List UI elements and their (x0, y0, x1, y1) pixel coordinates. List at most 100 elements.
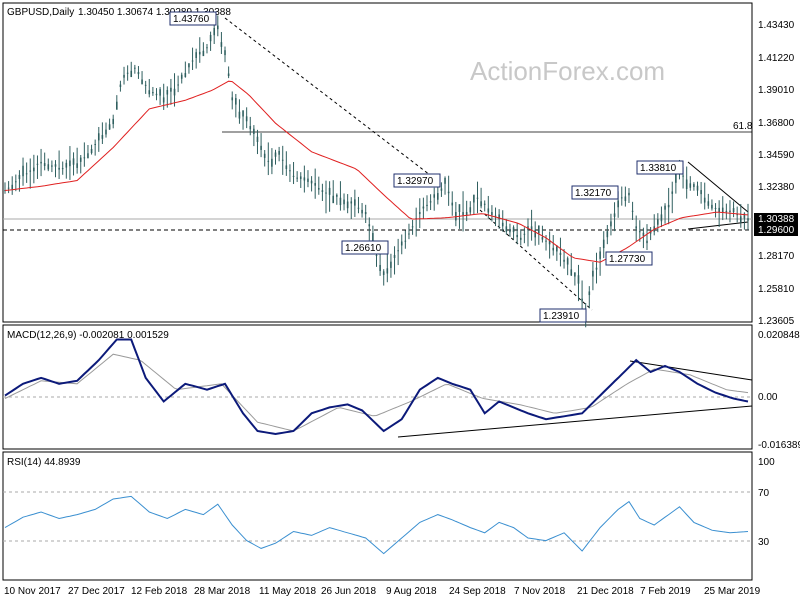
candle-body (159, 89, 161, 96)
candle-body (116, 101, 118, 110)
price-tick-4: 1.36800 (758, 118, 795, 129)
candle-body (274, 152, 277, 157)
candle-body (566, 258, 569, 265)
candle-body (739, 216, 742, 223)
candle-body (177, 84, 179, 86)
candle-body (404, 240, 407, 242)
candle-body (58, 167, 60, 170)
candle-body (595, 267, 598, 270)
price-tick-5: 1.34590 (758, 150, 795, 161)
candle-body (202, 50, 205, 57)
price-panel-frame (2, 2, 753, 323)
date-tick-7: 9 Aug 2018 (386, 586, 437, 597)
candle-body (328, 187, 331, 195)
macd-resistance-line (629, 360, 753, 381)
candle-body (314, 183, 316, 186)
price-tick-3: 1.39010 (758, 85, 795, 96)
candle-body (260, 145, 262, 150)
macd-label: MACD(12,26,9) -0.002081 0.001529 (7, 330, 169, 341)
price-tick-dashed: 1.29600 (758, 225, 795, 236)
candle-body (440, 188, 443, 191)
candle-body (747, 218, 749, 221)
candle-body (473, 194, 475, 203)
candle-body (422, 206, 425, 209)
current-price-tag (754, 213, 798, 225)
candle-body (339, 197, 342, 206)
candle-body (685, 179, 688, 189)
candle-body (552, 247, 555, 251)
swing-label-box-1 (169, 11, 217, 26)
candle-body (101, 135, 104, 139)
candle-body (693, 184, 695, 187)
candle-body (213, 27, 215, 36)
candle-body (418, 212, 421, 215)
candle-body (606, 231, 609, 238)
candle-body (624, 196, 627, 201)
candle-body (382, 271, 385, 275)
swing-label-2: 1.32970 (397, 176, 434, 187)
swing-label-box-6 (571, 185, 619, 200)
candle-body (83, 157, 86, 159)
candle-body (285, 165, 288, 169)
date-tick-1: 10 Nov 2017 (4, 586, 61, 597)
candle-body (444, 177, 446, 184)
candle-body (141, 79, 143, 85)
candle-body (191, 60, 194, 62)
symbol-label: GBPUSD,Daily (7, 7, 74, 18)
candle-body (599, 251, 601, 259)
fib-level-label: 61.8 (733, 121, 753, 132)
swing-label-box-2 (393, 173, 441, 188)
candle-body (25, 173, 28, 175)
candle-body (379, 264, 381, 272)
candle-body (451, 202, 454, 206)
candle-body (613, 213, 616, 217)
candle-body (231, 97, 234, 101)
candle-body (137, 71, 140, 75)
candle-body (170, 87, 172, 92)
candle-body (364, 212, 367, 215)
date-tick-4: 28 Mar 2018 (194, 586, 251, 597)
macd-panel-frame (2, 324, 753, 450)
candle-body (65, 162, 68, 168)
candle-body (307, 178, 309, 182)
watermark: ActionForex.com (470, 56, 665, 86)
candle-body (512, 227, 515, 233)
candle-body (152, 92, 154, 94)
price-series (4, 15, 749, 328)
candle-body (188, 63, 190, 68)
candle-body (198, 51, 201, 55)
candle-body (292, 175, 295, 177)
candle-body (242, 110, 244, 117)
candle-body (671, 191, 674, 194)
candle-body (534, 229, 536, 238)
candle-body (487, 208, 490, 213)
candle-body (289, 170, 291, 172)
date-tick-11: 7 Feb 2019 (640, 586, 691, 597)
ohlc-label: 1.30450 1.30674 1.30289 1.30388 (78, 7, 231, 18)
macd-line (4, 338, 749, 436)
swing-label-box-4 (539, 308, 587, 323)
price-tick-9: 1.28170 (758, 251, 795, 262)
candle-body (105, 129, 107, 135)
candle-body (36, 163, 39, 165)
candle-body (426, 204, 428, 207)
time-axis: 10 Nov 2017 27 Dec 2017 12 Feb 2018 28 M… (4, 586, 761, 597)
candle-body (707, 201, 710, 206)
candle-body (729, 210, 731, 213)
swing-label-7: 1.33810 (640, 163, 677, 174)
candle-body (162, 97, 165, 103)
candle-body (18, 174, 21, 180)
downtrend-dashed-line (224, 17, 431, 176)
candle-body (144, 84, 147, 86)
candle-body (29, 170, 32, 172)
candle-body (123, 74, 125, 78)
candle-body (155, 93, 158, 96)
candle-body (646, 240, 648, 244)
swing-label-4: 1.23910 (543, 311, 580, 322)
candle-body (465, 212, 468, 216)
candle-body (610, 221, 612, 227)
candle-body (368, 224, 371, 227)
candle-body (458, 204, 461, 213)
swing-label-1: 1.43760 (173, 14, 210, 25)
candle-body (602, 239, 605, 249)
